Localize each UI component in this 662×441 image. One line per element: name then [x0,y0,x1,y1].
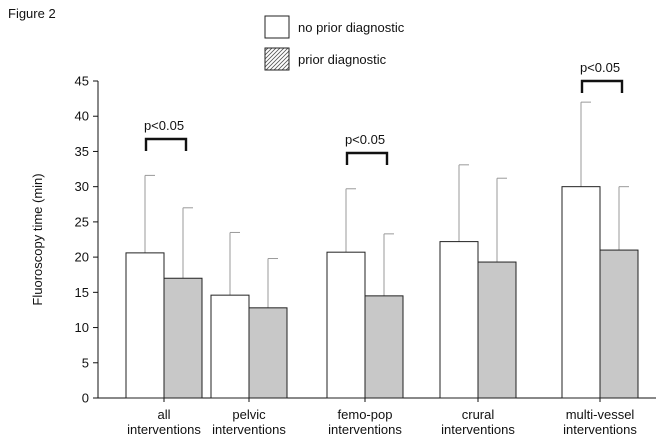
x-tick-label: femo-pop [338,407,393,422]
x-tick-label: interventions [127,422,201,437]
bar-no-prior-1 [210,294,250,399]
significance-label: p<0.05 [580,60,620,75]
significance-bracket [345,151,389,165]
x-tick-label: interventions [563,422,637,437]
significance-bracket [144,137,188,151]
legend: no prior diagnostic prior diagnostic [264,15,405,71]
x-tick-label: crural [462,407,495,422]
significance-bracket [580,79,624,93]
y-tick-label: 40 [75,109,89,124]
y-tick-label: 0 [82,391,89,406]
significance-label: p<0.05 [345,132,385,147]
significance-label: p<0.05 [144,118,184,133]
y-tick-label: 20 [75,250,89,265]
y-tick-label: 35 [75,144,89,159]
legend-swatch-1 [264,47,290,71]
bar-prior-4 [599,249,639,399]
x-tick-label: multi-vessel [566,407,635,422]
y-tick-label: 5 [82,355,89,370]
y-tick-label: 10 [75,320,89,335]
y-tick-label: 45 [75,74,89,89]
x-tick-label: pelvic [232,407,266,422]
significance-markers: p<0.05 p<0.05 p<0.05 [144,60,624,165]
y-tick-label: 30 [75,179,89,194]
bar-prior-2 [364,295,404,399]
y-tick-label: 15 [75,285,89,300]
y-axis-label: Fluoroscopy time (min) [30,173,45,305]
bars [125,101,639,399]
axes: 0 5 10 15 20 25 30 35 40 45 Fluoroscopy time (min)… [30,74,656,437]
x-tick-label: interventions [328,422,402,437]
x-tick-label: interventions [441,422,515,437]
legend-swatch-0 [264,15,290,39]
x-tick-label: interventions [212,422,286,437]
y-tick-label: 25 [75,214,89,229]
bar-prior-0 [163,277,203,399]
bar-no-prior-2 [326,251,366,399]
bar-prior-3 [477,261,517,399]
bar-no-prior-0 [125,252,165,399]
bar-no-prior-4 [561,186,601,399]
x-tick-label: all [157,407,170,422]
legend-label-0: no prior diagnostic [298,20,405,35]
bar-no-prior-3 [439,241,479,399]
bar-prior-1 [248,307,288,399]
figure-label: Figure 2 [8,6,56,21]
legend-label-1: prior diagnostic [298,52,387,67]
